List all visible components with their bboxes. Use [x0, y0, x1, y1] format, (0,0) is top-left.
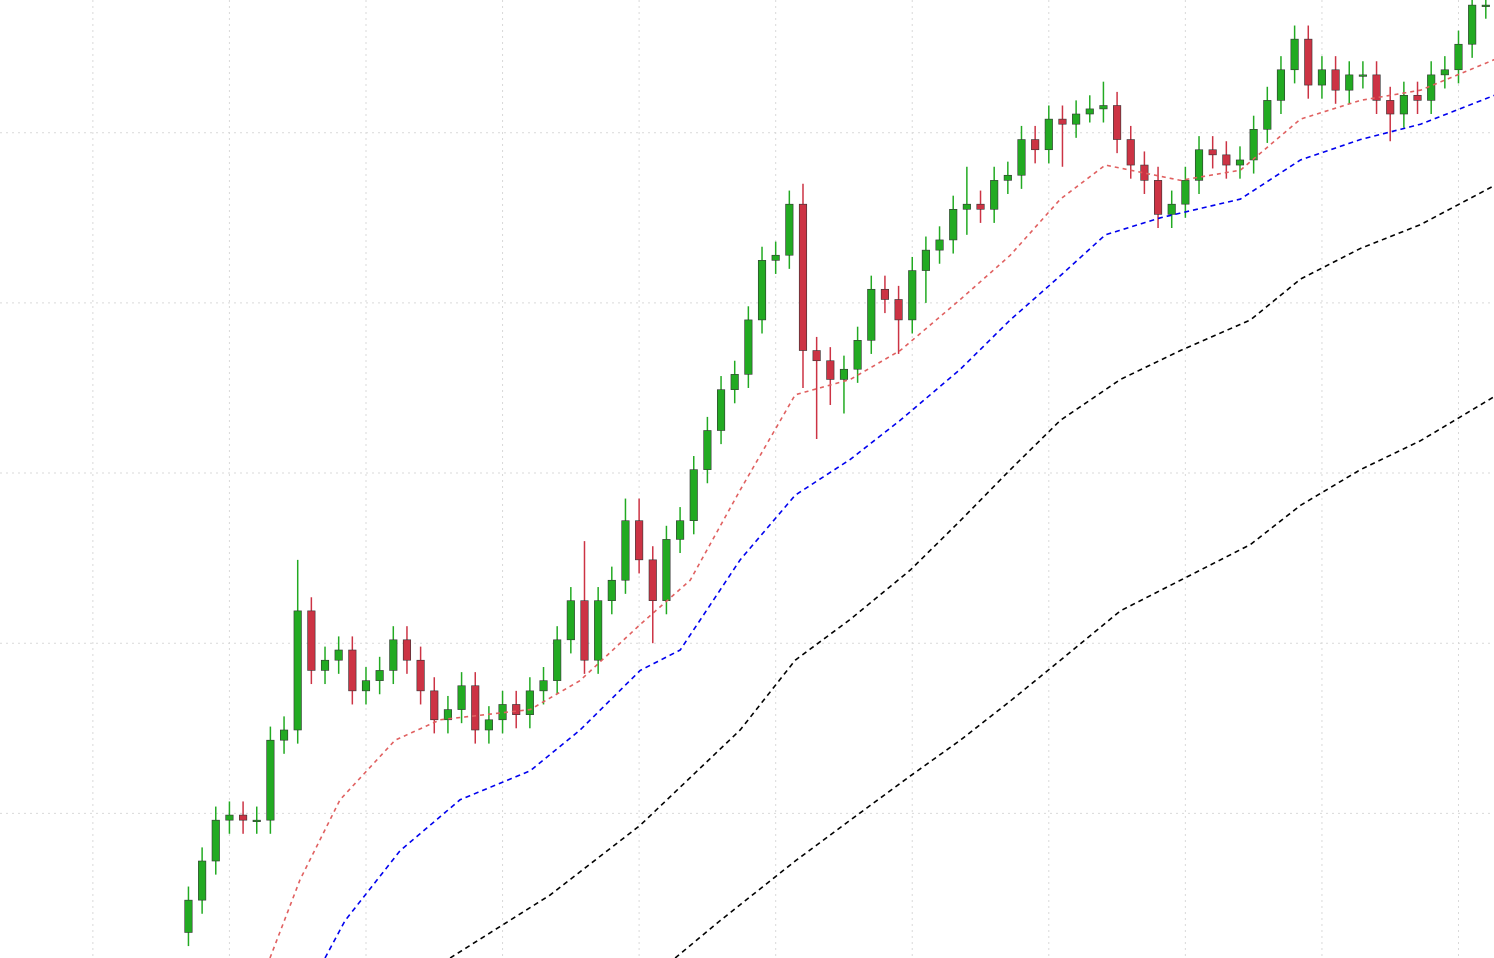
candle-body [457, 685, 466, 710]
candle-body [1317, 69, 1326, 86]
candle-body [771, 254, 780, 261]
candle-body [594, 600, 603, 661]
candle-body [1276, 69, 1286, 101]
candle-body [416, 659, 425, 692]
candle-body [1181, 180, 1190, 205]
candle-body [689, 469, 698, 521]
candle-body [471, 685, 480, 731]
candle-body [1399, 94, 1408, 115]
candle-body [635, 520, 644, 561]
candle-body [1454, 43, 1463, 71]
candle-body [880, 288, 889, 300]
candle-body [402, 639, 412, 661]
candle-body [648, 559, 657, 601]
candle-body [484, 719, 493, 731]
candle-body [757, 260, 767, 321]
candle-body [730, 374, 739, 390]
candle-body [512, 704, 521, 715]
candle-body [826, 360, 835, 380]
candle-body [1249, 129, 1258, 161]
candle-body [211, 819, 220, 862]
candle-body [375, 670, 384, 681]
candle-body [1372, 74, 1381, 101]
candle-body [1290, 38, 1299, 71]
candle-body [1235, 159, 1245, 166]
candle-body [553, 639, 562, 681]
candle-body [1044, 118, 1053, 151]
candle-body [1304, 38, 1313, 86]
candle-body [279, 729, 289, 741]
candle-body [1072, 113, 1081, 125]
candle-body [198, 860, 207, 901]
candle-body [225, 814, 234, 821]
candle-body [1167, 203, 1176, 215]
candle-body [1468, 4, 1477, 45]
candle-body [252, 819, 261, 822]
candle-body [1126, 139, 1135, 166]
candle-body [908, 270, 917, 321]
candle-body [293, 610, 302, 731]
candle-body [1386, 100, 1395, 115]
candle-body [389, 639, 398, 671]
candle-body [1113, 105, 1122, 140]
candle-body [525, 690, 534, 715]
candle-body [976, 203, 985, 210]
candle-body [1331, 69, 1340, 91]
candle-body [990, 180, 999, 210]
candle-body [266, 739, 275, 821]
candle-body [1222, 154, 1231, 166]
candle-body [580, 600, 589, 661]
candle-body [839, 368, 849, 380]
moving-average [674, 395, 1494, 958]
candle-body [320, 659, 330, 671]
candle-body [1440, 69, 1449, 76]
candle-body [621, 520, 630, 581]
candle-body [894, 299, 903, 321]
moving-average [269, 58, 1494, 958]
moving-average [324, 94, 1494, 958]
candle-body [607, 579, 616, 601]
candle-body [239, 814, 248, 821]
candle-body [785, 203, 794, 256]
candle-body [348, 649, 357, 692]
candle-body [1413, 94, 1422, 101]
candle-body [716, 389, 726, 431]
candle-body [662, 539, 671, 601]
candle-body [361, 680, 371, 692]
candle-body [443, 709, 452, 721]
candle-body [1263, 100, 1272, 130]
candle-body [867, 288, 876, 341]
candle-body [703, 430, 712, 470]
candle-body [1194, 149, 1204, 181]
candle-body [1085, 108, 1094, 115]
candle-body [798, 203, 808, 351]
candle-body [812, 350, 821, 362]
candle-body [1481, 4, 1490, 7]
moving-average [449, 184, 1494, 958]
candle-body [676, 520, 685, 540]
candle-body [949, 208, 958, 241]
candle-body [1358, 74, 1367, 77]
candle-body [184, 899, 193, 933]
candle-body [921, 249, 930, 271]
candle-body [1003, 174, 1012, 181]
candle-body [1153, 180, 1163, 215]
candle-body [935, 239, 944, 251]
candle-body [430, 690, 439, 721]
candle-body [1031, 139, 1040, 151]
candle-body [962, 203, 971, 210]
candle-body [1099, 105, 1108, 110]
candle-body [307, 610, 316, 671]
candle-body [853, 340, 862, 370]
candle-body [1345, 74, 1354, 91]
candle-body [744, 319, 753, 375]
candle-body [334, 649, 343, 661]
candle-body [1017, 139, 1026, 176]
candle-body [539, 680, 548, 692]
candle-body [1058, 118, 1067, 125]
candle-body [566, 600, 575, 641]
candle-body [1208, 149, 1217, 156]
